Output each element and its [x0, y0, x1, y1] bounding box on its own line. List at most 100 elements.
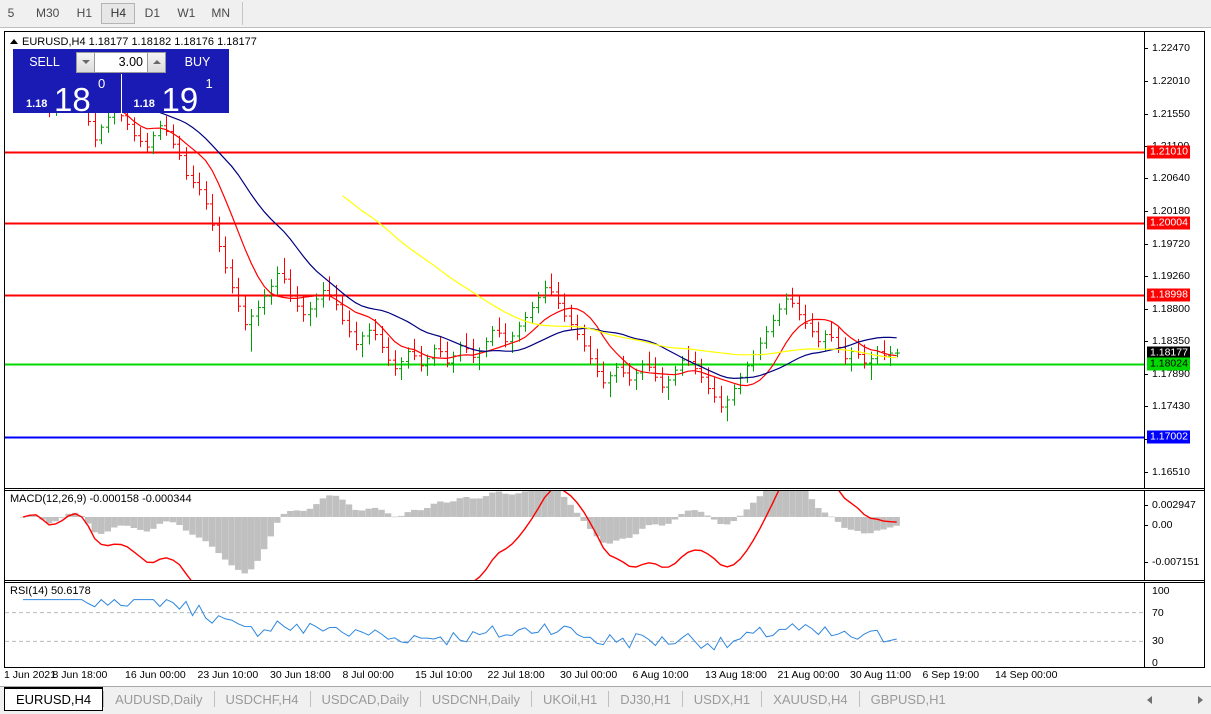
price-label-support-level-blue[interactable]: 1.17002	[1147, 430, 1190, 444]
timeframe-button-group: 5 M30 H1 H4 D1 W1 MN	[0, 1, 244, 25]
chart-tab-audusd-daily[interactable]: AUDUSD,Daily	[115, 691, 203, 707]
chart-tab-ukoil-h1[interactable]: UKOil,H1	[543, 691, 598, 707]
price-tick	[1144, 81, 1148, 82]
chart-tab-usdchf-h4[interactable]: USDCHF,H4	[225, 691, 299, 707]
price-tick	[1144, 113, 1148, 115]
chart-tab-eurusd-h4[interactable]: EURUSD,H4	[4, 687, 104, 711]
pane-separator-1b	[5, 490, 1204, 491]
chart-tab-dj30-h1[interactable]: DJ30,H1	[620, 691, 671, 707]
macd-pane[interactable]: 0.002947 0.00 -0.007151 MACD(12,26,9) -0.0…	[5, 491, 1204, 580]
macd-tick-label: -0.007151	[1152, 556, 1200, 568]
rsi-plot	[5, 598, 1144, 651]
tab-separator	[419, 691, 421, 707]
macd-histogram	[19, 491, 900, 574]
price-label-current-price[interactable]: 1.18177	[1147, 346, 1190, 360]
price-label-resistance-level-1[interactable]: 1.21010	[1147, 145, 1190, 159]
timeframe-button-mn[interactable]: MN	[211, 6, 231, 20]
timeframe-button-w1[interactable]: W1	[177, 6, 196, 20]
time-tick-label: 30 Aug 11:00	[850, 669, 912, 681]
price-tick	[1144, 276, 1148, 278]
chart-tabs: EURUSD,H4 AUDUSD,Daily USDCHF,H4 USDCAD,Dai…	[4, 687, 957, 712]
one-click-trading-panel[interactable]: SELL 3.00 BUY 1.18 18 0 1.18 19 1	[13, 49, 229, 116]
pane-separator-2[interactable]	[5, 580, 1204, 581]
oct-controls-row: SELL 3.00 BUY	[14, 50, 228, 74]
timeframe-button-h4[interactable]: H4	[101, 2, 136, 24]
price-tick	[1144, 373, 1148, 375]
price-tick	[1144, 145, 1148, 147]
chart-tab-xauusd-h4[interactable]: XAUUSD,H4	[773, 691, 848, 707]
price-label-resistance-level-3[interactable]: 1.18998	[1147, 288, 1190, 302]
price-tick-label: 1.21550	[1152, 107, 1190, 120]
buy-price-quote[interactable]: 1.18 19 1	[120, 74, 229, 116]
timeframe-button-h1[interactable]: H1	[76, 6, 93, 20]
volume-stepper[interactable]: 3.00	[76, 51, 166, 73]
price-tick-label: 1.20640	[1152, 172, 1190, 185]
price-tick	[1144, 438, 1148, 440]
tab-scroll-controls[interactable]	[1147, 691, 1203, 708]
scroll-left-icon[interactable]	[1147, 695, 1152, 704]
price-pane[interactable]: 1.224701.220101.215501.211001.206401.201…	[5, 32, 1204, 488]
chart-tab-usdcnh-daily[interactable]: USDCNH,Daily	[431, 691, 521, 707]
time-tick-label: 30 Jul 00:00	[560, 669, 618, 681]
volume-increase-button[interactable]	[147, 51, 166, 73]
rsi-label[interactable]: RSI(14) 50.6178	[10, 585, 91, 597]
tab-separator	[681, 691, 683, 707]
time-tick-label: 8 Jun 18:00	[52, 669, 108, 681]
collapse-triangle-icon[interactable]	[10, 39, 18, 44]
macd-value-axis[interactable]: 0.002947 0.00 -0.007151	[1144, 491, 1204, 580]
sell-price-sup: 0	[98, 76, 106, 91]
price-tick	[1144, 210, 1148, 212]
time-tick-label: 21 Aug 00:00	[777, 669, 840, 681]
time-tick-label: 16 Jun 00:00	[125, 669, 186, 681]
pane-separator-2b	[5, 582, 1204, 583]
price-tick	[1144, 340, 1148, 342]
volume-decrease-button[interactable]	[76, 51, 95, 73]
buy-button[interactable]: BUY	[184, 55, 211, 69]
price-label-support-level-green[interactable]: 1.18024	[1147, 357, 1190, 371]
chart-tab-gbpusd-h1[interactable]: GBPUSD,H1	[870, 691, 946, 707]
price-tick-label: 1.22010	[1152, 75, 1190, 87]
price-tick-label: 1.22470	[1152, 42, 1190, 55]
price-tick	[1144, 471, 1148, 473]
time-tick-label: 30 Jun 18:00	[270, 669, 331, 681]
price-candlestick-plot	[5, 68, 1144, 439]
timeframe-button-d1[interactable]: D1	[144, 6, 161, 20]
time-tick-label: 6 Sep 19:00	[922, 669, 980, 681]
sell-price-quote[interactable]: 1.18 18 0	[14, 74, 121, 116]
time-tick-label: 13 Aug 18:00	[705, 669, 767, 681]
macd-tick	[1144, 505, 1148, 506]
rsi-pane[interactable]: 100 70 30 0 RSI(14) 50.6178	[5, 583, 1204, 669]
price-tick-label: 1.16510	[1152, 465, 1190, 478]
rsi-tick-label: 70	[1152, 606, 1164, 619]
ma-50	[342, 195, 897, 359]
sell-button[interactable]: SELL	[29, 55, 60, 69]
ma-21	[153, 110, 897, 380]
rsi-axis-divider	[1144, 583, 1145, 667]
price-axis-divider	[1144, 32, 1145, 488]
rsi-tick-label: 100	[1152, 585, 1170, 597]
chart-window[interactable]: 1.224701.220101.215501.211001.206401.201…	[4, 31, 1205, 669]
pane-separator-1[interactable]	[5, 488, 1204, 489]
price-tick-label: 1.17430	[1152, 400, 1190, 413]
rsi-line	[23, 598, 897, 651]
chart-tab-usdcad-daily[interactable]: USDCAD,Daily	[321, 691, 409, 707]
volume-input[interactable]: 3.00	[95, 51, 147, 73]
price-tick	[1144, 178, 1148, 180]
chart-header-text: EURUSD,H4 1.18177 1.18182 1.18176 1.1817…	[22, 36, 257, 48]
tab-separator	[858, 691, 860, 707]
price-axis[interactable]: 1.224701.220101.215501.211001.206401.201…	[1144, 32, 1204, 488]
scroll-right-icon[interactable]	[1198, 695, 1203, 704]
rsi-value-axis[interactable]: 100 70 30 0	[1144, 583, 1204, 669]
timeframe-button-m30[interactable]: M30	[36, 6, 60, 20]
price-tick-label: 1.18800	[1152, 303, 1190, 315]
tab-separator	[213, 691, 215, 707]
time-axis[interactable]: 1 Jun 2021 8 Jun 18:00 16 Jun 00:00 23 Jun …	[4, 669, 1205, 686]
chart-tab-usdx-h1[interactable]: USDX,H1	[693, 691, 751, 707]
time-tick-label: 14 Sep 00:00	[995, 669, 1058, 681]
time-tick-label: 1 Jun 2021	[4, 669, 56, 681]
macd-label[interactable]: MACD(12,26,9) -0.000158 -0.000344	[10, 493, 192, 505]
timeframe-button-5[interactable]: 5	[7, 6, 15, 20]
tab-separator	[608, 691, 610, 707]
price-label-resistance-level-2[interactable]: 1.20004	[1147, 216, 1190, 230]
candle-series	[21, 68, 900, 422]
